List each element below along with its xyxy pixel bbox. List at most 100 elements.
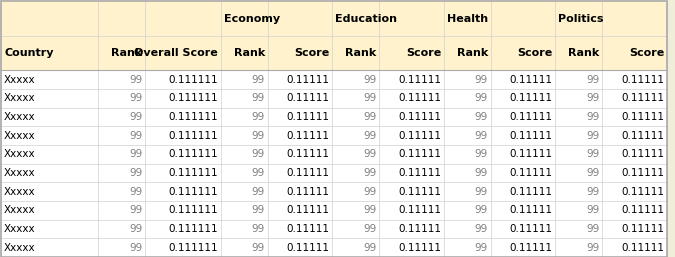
Text: Xxxxx: Xxxxx <box>4 93 36 103</box>
Text: Health: Health <box>447 14 487 24</box>
Text: 0.11111: 0.11111 <box>287 149 329 159</box>
Text: 99: 99 <box>252 187 265 197</box>
Text: 99: 99 <box>363 93 377 103</box>
Text: Xxxxx: Xxxxx <box>4 149 36 159</box>
Text: 0.11111: 0.11111 <box>510 149 553 159</box>
Text: Xxxxx: Xxxxx <box>4 205 36 215</box>
Text: 99: 99 <box>130 224 142 234</box>
Text: 0.11111: 0.11111 <box>510 112 553 122</box>
Text: 0.11111: 0.11111 <box>398 187 441 197</box>
Text: Xxxxx: Xxxxx <box>4 224 36 234</box>
Text: 99: 99 <box>586 205 599 215</box>
Text: 99: 99 <box>475 187 488 197</box>
Text: 0.11111: 0.11111 <box>287 75 329 85</box>
Text: Score: Score <box>629 48 664 58</box>
Text: 0.11111: 0.11111 <box>287 224 329 234</box>
Text: Xxxxx: Xxxxx <box>4 112 36 122</box>
Text: Rank: Rank <box>457 48 488 58</box>
Text: 99: 99 <box>363 224 377 234</box>
Text: 99: 99 <box>586 224 599 234</box>
Text: 99: 99 <box>363 205 377 215</box>
Text: 99: 99 <box>475 168 488 178</box>
Text: 0.11111: 0.11111 <box>398 131 441 141</box>
Text: 0.111111: 0.111111 <box>169 224 218 234</box>
Text: 0.11111: 0.11111 <box>621 168 664 178</box>
Text: 99: 99 <box>130 75 142 85</box>
Text: 0.11111: 0.11111 <box>398 168 441 178</box>
Text: Rank: Rank <box>345 48 377 58</box>
Text: 99: 99 <box>475 75 488 85</box>
Text: Rank: Rank <box>111 48 142 58</box>
Text: 99: 99 <box>130 187 142 197</box>
Text: 99: 99 <box>475 131 488 141</box>
Bar <box>1 182 667 201</box>
Text: 0.11111: 0.11111 <box>398 149 441 159</box>
Text: 0.11111: 0.11111 <box>287 205 329 215</box>
Text: Rank: Rank <box>568 48 599 58</box>
Text: 0.11111: 0.11111 <box>510 187 553 197</box>
Text: 99: 99 <box>363 131 377 141</box>
Text: 0.11111: 0.11111 <box>621 205 664 215</box>
Text: 0.11111: 0.11111 <box>510 131 553 141</box>
Text: Economy: Economy <box>223 14 279 24</box>
Text: Score: Score <box>294 48 329 58</box>
Text: 99: 99 <box>475 149 488 159</box>
Text: 0.11111: 0.11111 <box>621 75 664 85</box>
Text: 99: 99 <box>363 243 377 253</box>
Text: 0.11111: 0.11111 <box>398 112 441 122</box>
Text: 0.11111: 0.11111 <box>621 131 664 141</box>
Text: 0.11111: 0.11111 <box>621 187 664 197</box>
Text: 0.11111: 0.11111 <box>287 93 329 103</box>
Text: 99: 99 <box>130 243 142 253</box>
Text: Politics: Politics <box>558 14 603 24</box>
Text: 99: 99 <box>252 224 265 234</box>
Text: 0.11111: 0.11111 <box>398 93 441 103</box>
Bar <box>1 238 667 257</box>
Bar <box>1 1 667 36</box>
Text: 99: 99 <box>586 168 599 178</box>
Bar <box>1 164 667 182</box>
Text: 0.11111: 0.11111 <box>398 243 441 253</box>
Text: 99: 99 <box>252 205 265 215</box>
Bar <box>1 36 667 70</box>
Text: 0.11111: 0.11111 <box>621 93 664 103</box>
Text: Education: Education <box>335 14 397 24</box>
Text: 0.11111: 0.11111 <box>287 131 329 141</box>
Text: 99: 99 <box>130 112 142 122</box>
Text: 99: 99 <box>130 168 142 178</box>
Text: 0.11111: 0.11111 <box>510 168 553 178</box>
Text: 99: 99 <box>363 168 377 178</box>
Text: 99: 99 <box>475 243 488 253</box>
Text: 99: 99 <box>363 75 377 85</box>
Text: 99: 99 <box>586 149 599 159</box>
Text: 0.11111: 0.11111 <box>621 149 664 159</box>
Text: 99: 99 <box>475 205 488 215</box>
Bar <box>1 126 667 145</box>
Text: 0.11111: 0.11111 <box>287 168 329 178</box>
Bar <box>1 145 667 164</box>
Text: Score: Score <box>406 48 441 58</box>
Text: Xxxxx: Xxxxx <box>4 168 36 178</box>
Text: 99: 99 <box>130 131 142 141</box>
Text: 0.11111: 0.11111 <box>287 243 329 253</box>
Text: 0.11111: 0.11111 <box>510 243 553 253</box>
Text: Xxxxx: Xxxxx <box>4 131 36 141</box>
Text: 99: 99 <box>252 168 265 178</box>
Text: 99: 99 <box>475 93 488 103</box>
Text: 0.111111: 0.111111 <box>169 93 218 103</box>
Text: Rank: Rank <box>234 48 265 58</box>
Text: 99: 99 <box>586 131 599 141</box>
Text: 0.111111: 0.111111 <box>169 75 218 85</box>
Text: Xxxxx: Xxxxx <box>4 187 36 197</box>
Text: 0.111111: 0.111111 <box>169 205 218 215</box>
Text: 0.11111: 0.11111 <box>510 75 553 85</box>
Text: Country: Country <box>4 48 53 58</box>
Text: 0.11111: 0.11111 <box>621 224 664 234</box>
Text: 0.111111: 0.111111 <box>169 112 218 122</box>
Text: 99: 99 <box>130 93 142 103</box>
Text: 99: 99 <box>130 205 142 215</box>
Text: Overall Score: Overall Score <box>134 48 218 58</box>
Text: 0.11111: 0.11111 <box>398 224 441 234</box>
Text: 99: 99 <box>475 224 488 234</box>
Text: 0.11111: 0.11111 <box>510 224 553 234</box>
